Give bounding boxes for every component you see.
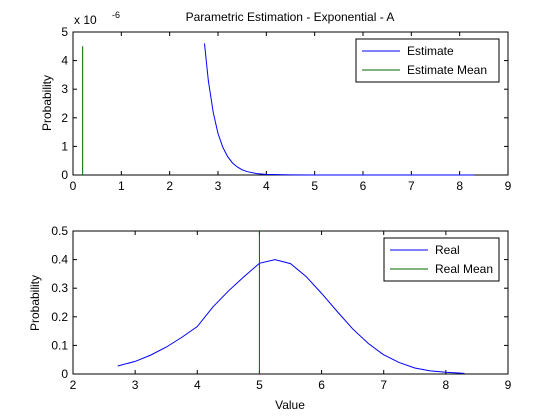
bottom-chart-xtick-label: 2	[70, 378, 77, 392]
top-chart-xtick-label: 3	[215, 179, 222, 193]
top-chart-legend-box	[355, 38, 500, 83]
bottom-chart-legend-real-label: Real	[435, 243, 460, 257]
bottom-chart-ylabel: Probability	[28, 275, 42, 331]
top-chart-xtick-label: 0	[70, 179, 77, 193]
bottom-chart-ytick-label: 0.3	[51, 281, 68, 295]
top-chart-xtick-label: 9	[505, 179, 512, 193]
top-chart-exponent-value: -6	[112, 10, 120, 20]
bottom-chart: Probability Value 2 3 4 5 6 7 8 9 0 0.1 0.2 0.3 0.4 0…	[28, 224, 512, 412]
bottom-chart-series-line	[117, 259, 465, 374]
top-chart-xtick-label: 2	[166, 179, 173, 193]
top-chart-legend: Estimate Estimate Mean	[355, 38, 500, 83]
bottom-chart-xtick-label: 6	[318, 378, 325, 392]
top-chart-xtick-label: 7	[408, 179, 415, 193]
top-chart-exponent-label: x 10	[74, 13, 97, 27]
bottom-chart-ytick-label: 0.1	[51, 338, 68, 352]
top-chart-ytick-label: 1	[61, 139, 68, 153]
bottom-chart-ytick-label: 0.5	[51, 224, 68, 238]
top-chart-xtick-label: 4	[263, 179, 270, 193]
top-chart-xtick-label: 5	[311, 179, 318, 193]
bottom-chart-xtick-label: 4	[194, 378, 201, 392]
bottom-chart-legend-mean-label: Real Mean	[435, 262, 493, 276]
top-chart-xtick-label: 8	[456, 179, 463, 193]
top-chart-xtick-label: 6	[360, 179, 367, 193]
bottom-chart-xlabel: Value	[275, 398, 305, 412]
bottom-chart-xtick-label: 9	[505, 378, 512, 392]
top-chart-series-line	[203, 43, 475, 176]
top-chart-ytick-label: 3	[61, 82, 68, 96]
bottom-chart-legend: Real Real Mean	[383, 237, 500, 282]
bottom-chart-xtick-label: 5	[256, 378, 263, 392]
top-chart-ytick-label: 2	[61, 111, 68, 125]
bottom-chart-ytick-label: 0.4	[51, 253, 68, 267]
top-chart-ylabel: Probability	[40, 75, 54, 131]
bottom-chart-marks: 2 3 4 5 6 7 8 9 0 0.1 0.2 0.3 0.4 0.5	[51, 224, 511, 392]
top-chart: Parametric Estimation - Exponential - A …	[40, 10, 512, 193]
bottom-chart-xtick-label: 8	[443, 378, 450, 392]
top-chart-ytick-label: 0	[61, 168, 68, 182]
bottom-chart-ytick-label: 0.2	[51, 310, 68, 324]
bottom-chart-xtick-label: 3	[132, 378, 139, 392]
bottom-chart-xtick-label: 7	[380, 378, 387, 392]
top-chart-ytick-label: 5	[61, 25, 68, 39]
bottom-chart-legend-box	[383, 237, 500, 282]
top-chart-legend-estimate-label: Estimate	[407, 44, 454, 58]
top-chart-ytick-label: 4	[61, 54, 68, 68]
top-chart-title: Parametric Estimation - Exponential - A	[186, 10, 395, 24]
top-chart-xtick-label: 1	[118, 179, 125, 193]
bottom-chart-ytick-label: 0	[61, 367, 68, 381]
top-chart-legend-mean-label: Estimate Mean	[407, 63, 487, 77]
